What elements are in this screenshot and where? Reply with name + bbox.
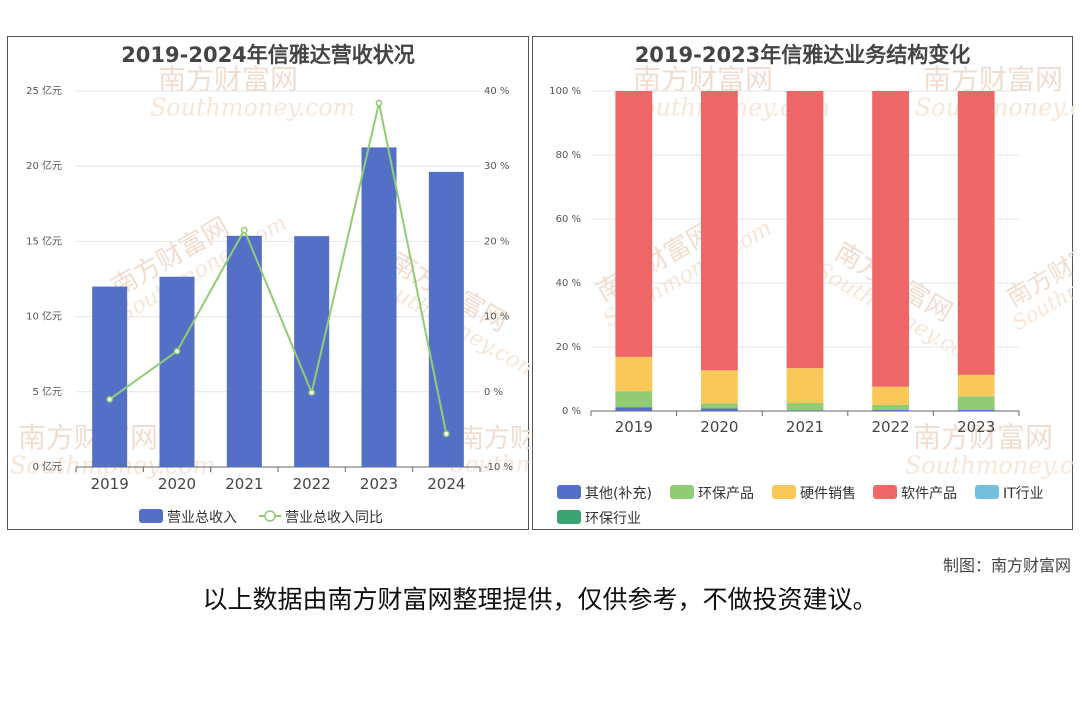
watermark-en: Southmoney.com [905,452,1074,480]
y-right-tick-label: 10 % [484,312,509,323]
yoy-point [106,395,114,403]
x-tick-label: 2023 [360,475,398,493]
legend-label-yoy: 营业总收入同比 [285,510,383,526]
chart-credit: 制图：南方财富网 [942,556,1071,575]
legend-label: 其他(补充) [585,486,652,502]
disclaimer-text: 以上数据由南方财富网整理提供，仅供参考，不做投资建议。 [202,585,878,614]
yoy-point [240,226,248,234]
stacked-bar-segment [615,91,653,357]
yoy-line [109,102,448,435]
revenue-bar [226,235,262,467]
stacked-bar-segment [872,410,910,411]
stacked-bar-segment [615,356,653,392]
stacked-bar-segment [786,403,824,411]
business-structure-chart-panel: 南方财富网Southmoney.com南方财富网Southmoney.com南方… [532,36,1075,530]
y-left-tick-label: 0 亿元 [32,460,62,473]
y-right-tick-label: 30 % [484,161,509,172]
stacked-bar-segment [957,374,995,397]
legend-swatch [772,485,796,499]
revenue-chart-title: 2019-2024年信雅达营收状况 [121,43,415,67]
stacked-bar-segment [786,410,824,411]
stacked-bar-segment [957,396,995,410]
revenue-bar [159,276,195,467]
revenue-chart-panel: 南方财富网 Southmoney.com 南方财富网 Southmoney.com 南方… [7,36,530,530]
y-left-tick-label: 20 亿元 [26,159,62,172]
x-tick-label: 2022 [872,418,910,436]
legend-swatch [670,485,694,499]
stacked-bar-segment [957,91,995,375]
revenue-bar [92,286,128,467]
legend-swatch-revenue [139,509,163,523]
stacked-bar-segment [872,404,910,411]
x-tick-label: 2021 [786,418,824,436]
y-left-tick-label: 5 亿元 [32,385,62,398]
stacked-bar-segment [872,91,910,387]
stacked-bar-segment [786,368,824,403]
y-right-tick-label: -10 % [484,462,513,473]
y-right-tick-label: 0 % [484,387,503,398]
legend-marker-yoy [264,510,276,522]
y-tick-label: 80 % [556,150,581,161]
y-right-tick-label: 40 % [484,86,509,97]
legend-swatch [557,510,581,524]
legend-label: 硬件销售 [800,486,856,502]
business-structure-chart-svg: 南方财富网Southmoney.com南方财富网Southmoney.com南方… [549,63,1075,527]
x-tick-label: 2024 [427,475,465,493]
watermark-layer: 南方财富网Southmoney.com南方财富网Southmoney.com南方… [592,63,1075,480]
legend: 营业总收入 营业总收入同比 [139,509,383,526]
legend-label-revenue: 营业总收入 [167,510,237,526]
y-tick-label: 60 % [556,214,581,225]
legend-swatch [557,485,581,499]
stacked-bar-segment [872,386,910,405]
legend-label: IT行业 [1003,486,1044,502]
x-tick-label: 2022 [293,475,331,493]
x-tick-label: 2019 [91,475,129,493]
y-tick-label: 40 % [556,278,581,289]
stacked-bar-segment [615,407,653,411]
x-tick-label: 2020 [158,475,196,493]
revenue-bar [361,147,397,467]
stacked-bar-segment [700,91,738,371]
stacked-bar-segment [700,408,738,411]
stacked-bar-segment [786,91,824,369]
yoy-point [173,347,181,355]
watermark-en: Southmoney.com [150,94,355,122]
business-structure-chart-title: 2019-2023年信雅达业务结构变化 [634,43,971,67]
y-tick-label: 0 % [562,406,581,417]
x-tick-label: 2020 [700,418,738,436]
y-left-tick-label: 15 亿元 [26,234,62,247]
legend-swatch [975,485,999,499]
y-tick-label: 100 % [549,86,581,97]
y-tick-label: 20 % [556,342,581,353]
watermark-cn: 南方财富网 [18,421,158,454]
revenue-chart-svg: 南方财富网Southmoney.com南方财富网Southmoney.com南方… [10,63,530,526]
watermark-cn: 南方财富网 [458,424,530,454]
legend-label: 环保行业 [585,511,641,527]
y-left-tick-label: 10 亿元 [26,310,62,323]
y-right-tick-label: 20 % [484,236,509,247]
yoy-point [375,99,383,107]
revenue-bar [294,236,330,467]
watermark-cn: 南方财富网 [913,421,1053,454]
legend-label: 软件产品 [901,486,957,502]
y-left-tick-label: 25 亿元 [26,84,62,97]
stacked-bar-segment [615,391,653,408]
stacked-bar-segment [700,403,738,409]
stacked-bar-segment [700,370,738,404]
x-tick-label: 2023 [957,418,995,436]
yoy-point [308,389,316,396]
revenue-bar [428,171,464,467]
legend-label: 环保产品 [698,486,754,502]
x-tick-label: 2019 [615,418,653,436]
legend-swatch [873,485,897,499]
yoy-point [442,430,450,438]
stacked-bar-segment [957,409,995,411]
x-tick-label: 2021 [225,475,263,493]
